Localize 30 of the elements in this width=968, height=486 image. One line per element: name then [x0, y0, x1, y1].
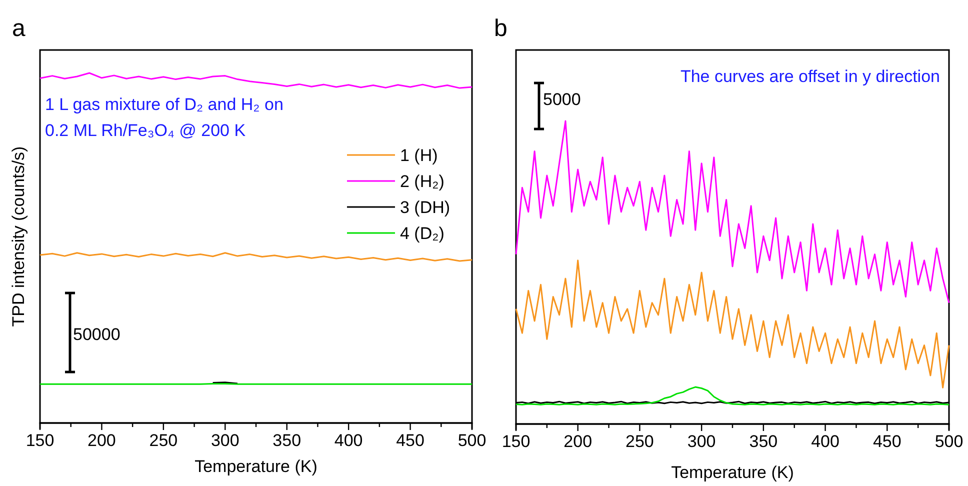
text: 5000 — [543, 90, 581, 109]
annotation: 50000 — [73, 325, 120, 344]
x-tick-label: 150 — [502, 432, 530, 452]
x-tick-label: 300 — [687, 432, 716, 452]
x-tick-label: 500 — [934, 432, 964, 452]
x-tick-label: 400 — [334, 431, 363, 450]
legend-label: 1 (H) — [400, 146, 438, 165]
x-axis-title: Temperature (K) — [671, 463, 794, 482]
x-tick-label: 450 — [872, 432, 902, 452]
annotation: 0.2 ML Rh/Fe₃O₄ @ 200 K — [45, 121, 246, 140]
legend-label: 4 (D₂) — [400, 224, 444, 243]
chart-title: a — [12, 15, 26, 42]
y-axis-title: TPD intensity (counts/s) — [9, 146, 28, 327]
x-tick-label: 450 — [396, 431, 424, 450]
x-tick-label: 250 — [149, 431, 178, 450]
x-axis-title: Temperature (K) — [194, 457, 318, 476]
x-tick-label: 350 — [749, 432, 778, 452]
x-tick-label: 500 — [458, 431, 486, 450]
x-tick-label: 350 — [272, 431, 302, 450]
x-tick-label: 150 — [26, 431, 54, 450]
x-tick-label: 200 — [88, 431, 116, 450]
chart-title: b — [494, 15, 508, 42]
x-tick-label: 400 — [811, 432, 840, 452]
annotation: 1 L gas mixture of D₂ and H₂ on — [45, 95, 284, 114]
legend-label: 2 (H₂) — [400, 172, 444, 191]
x-tick-label: 300 — [210, 431, 240, 450]
legend-label: 3 (DH) — [400, 198, 450, 217]
x-tick-label: 200 — [564, 432, 592, 452]
x-tick-label: 250 — [626, 432, 654, 452]
text: The curves are offset in y direction — [680, 67, 940, 86]
